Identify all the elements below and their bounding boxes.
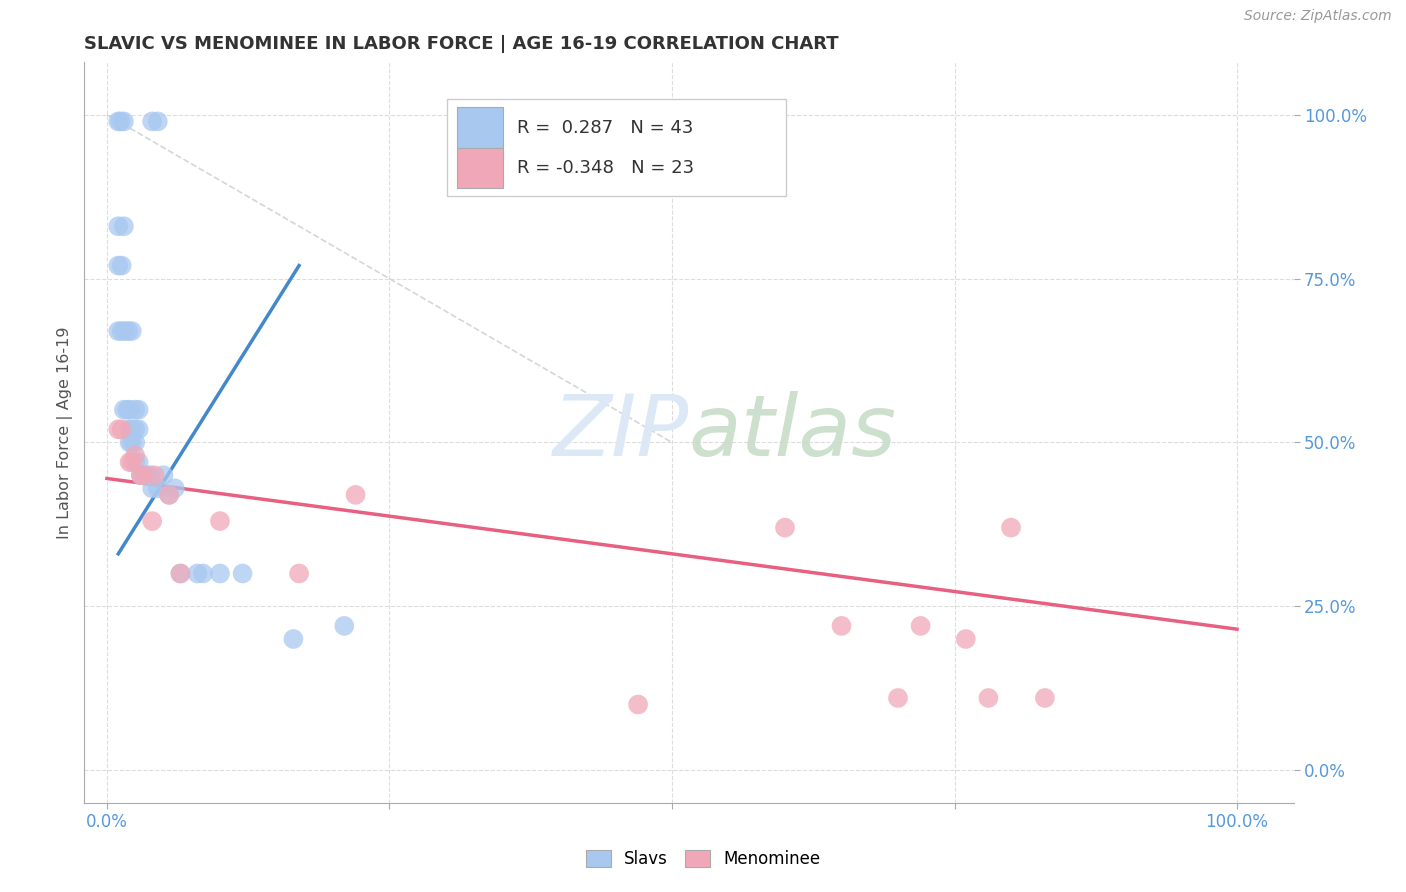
Point [169, 566, 191, 581]
Point [118, 455, 141, 469]
Point [157, 488, 180, 502]
Legend: Slavs, Menominee: Slavs, Menominee [579, 843, 827, 875]
Point [132, 468, 155, 483]
Point [121, 422, 143, 436]
Point [121, 435, 143, 450]
Point [208, 566, 231, 581]
Point [117, 402, 139, 417]
Point [107, 219, 129, 234]
Point [111, 422, 134, 436]
Point [118, 402, 141, 417]
Point [191, 566, 214, 581]
FancyBboxPatch shape [457, 107, 503, 147]
Point [118, 435, 141, 450]
Point [627, 698, 650, 712]
Point [129, 468, 152, 483]
Point [112, 402, 135, 417]
Y-axis label: In Labor Force | Age 16-19: In Labor Force | Age 16-19 [58, 326, 73, 539]
Point [107, 259, 129, 273]
Point [121, 455, 143, 469]
Point [208, 514, 231, 528]
Point [344, 488, 367, 502]
Point [107, 422, 129, 436]
Point [232, 566, 254, 581]
Point [107, 114, 129, 128]
Text: SLAVIC VS MENOMINEE IN LABOR FORCE | AGE 16-19 CORRELATION CHART: SLAVIC VS MENOMINEE IN LABOR FORCE | AGE… [84, 35, 839, 53]
Point [107, 324, 129, 338]
Point [114, 324, 136, 338]
Point [124, 455, 146, 469]
Point [288, 566, 311, 581]
Point [163, 481, 186, 495]
Point [139, 468, 162, 483]
Point [124, 422, 146, 436]
Point [143, 468, 166, 483]
Point [128, 402, 150, 417]
Point [128, 455, 150, 469]
Point [135, 468, 157, 483]
Point [117, 324, 139, 338]
Point [112, 219, 135, 234]
Point [169, 566, 191, 581]
Point [773, 521, 796, 535]
Point [121, 324, 143, 338]
Point [887, 690, 910, 705]
Point [110, 114, 132, 128]
Point [141, 114, 163, 128]
Point [157, 488, 180, 502]
Point [910, 619, 932, 633]
Point [283, 632, 305, 646]
Point [141, 514, 163, 528]
FancyBboxPatch shape [457, 147, 503, 188]
Text: ZIP: ZIP [553, 391, 689, 475]
Point [955, 632, 977, 646]
Point [124, 449, 146, 463]
Point [112, 114, 135, 128]
Point [186, 566, 208, 581]
Point [128, 422, 150, 436]
Point [124, 435, 146, 450]
Point [141, 481, 163, 495]
Point [129, 468, 152, 483]
Point [124, 402, 146, 417]
Point [111, 259, 134, 273]
Point [333, 619, 356, 633]
FancyBboxPatch shape [447, 100, 786, 195]
Point [152, 468, 174, 483]
Text: R =  0.287   N = 43: R = 0.287 N = 43 [517, 119, 693, 136]
Text: atlas: atlas [689, 391, 897, 475]
Point [111, 324, 134, 338]
Point [831, 619, 853, 633]
Point [146, 114, 169, 128]
Point [146, 481, 169, 495]
Point [1033, 690, 1056, 705]
Point [118, 422, 141, 436]
Point [977, 690, 1000, 705]
Text: Source: ZipAtlas.com: Source: ZipAtlas.com [1244, 9, 1392, 23]
Text: R = -0.348   N = 23: R = -0.348 N = 23 [517, 159, 695, 177]
Point [1000, 521, 1022, 535]
